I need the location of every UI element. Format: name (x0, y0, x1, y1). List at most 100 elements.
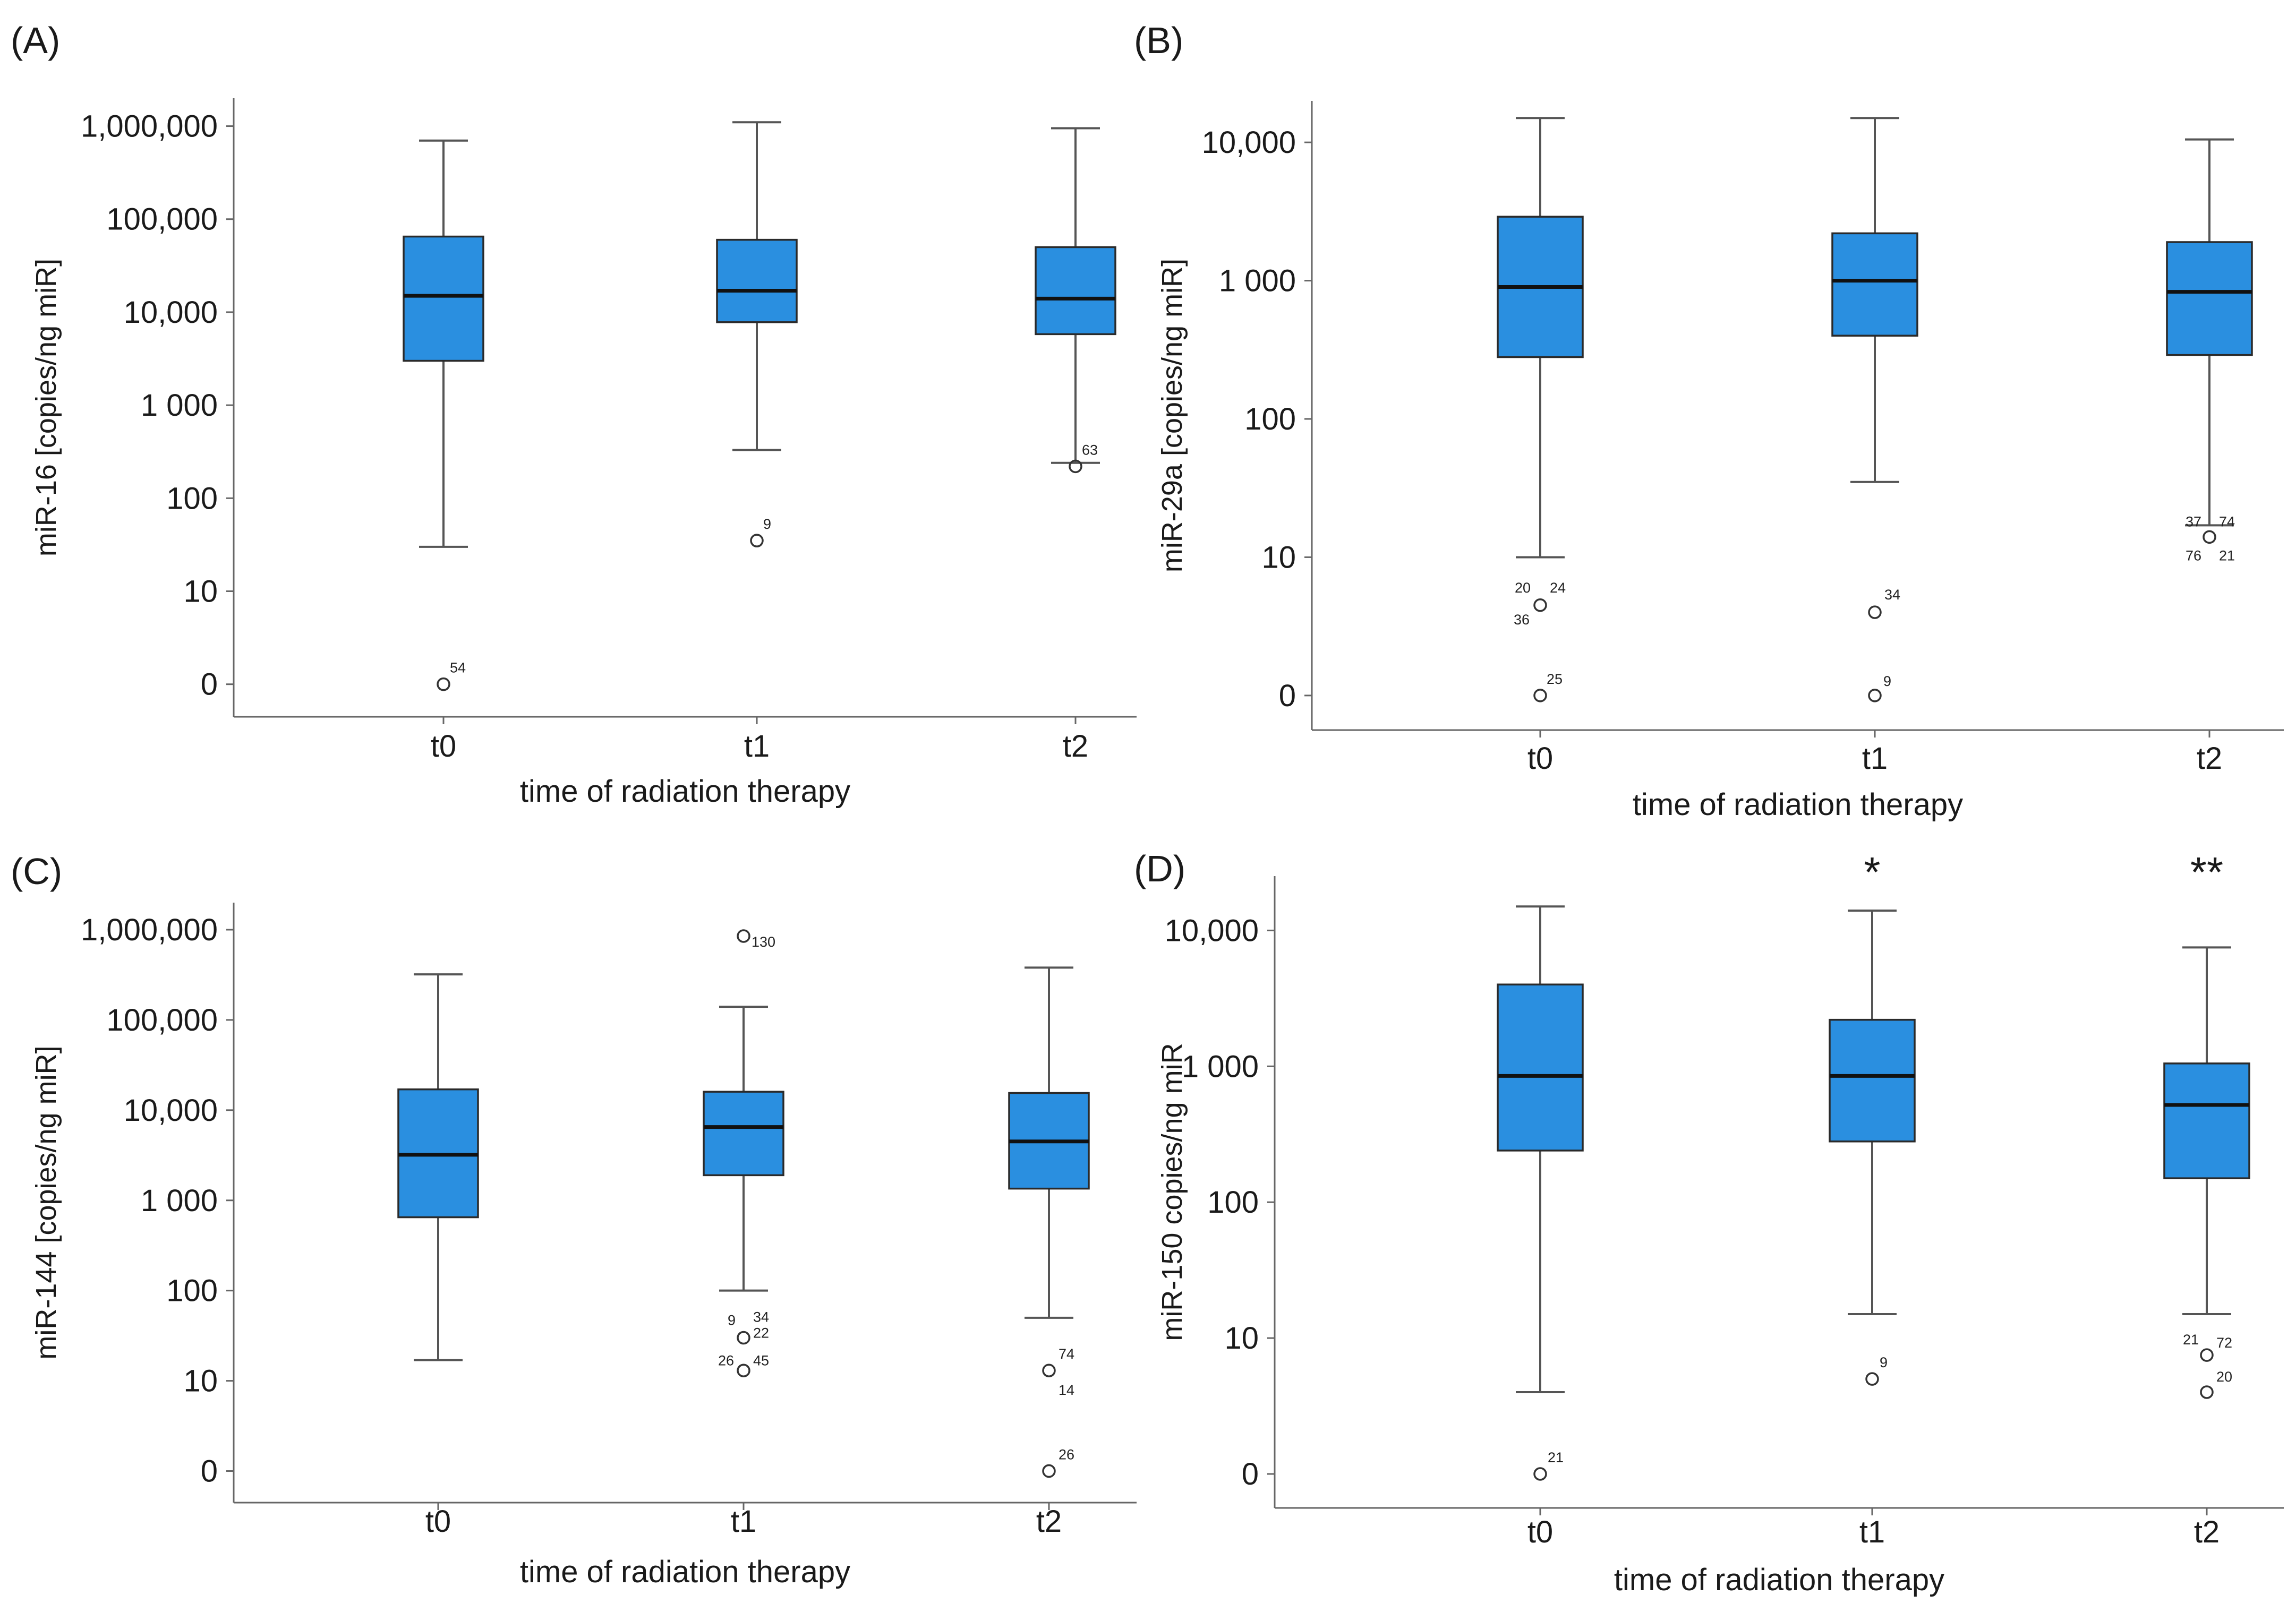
box-t2: 63 (1035, 127, 1116, 474)
iqr-box (1497, 983, 1584, 1152)
outlier-label: 34 (1884, 587, 1900, 603)
x-tick-label: t1 (744, 729, 770, 764)
outlier-point (1533, 1467, 1547, 1481)
y-tick-label: 10,000 (124, 295, 218, 330)
outlier-point (1042, 1364, 1056, 1377)
y-axis-label: miR-29a [copies/ng miR] (1156, 259, 1188, 572)
y-tick-label: 1 000 (1219, 264, 1296, 298)
outlier-label: 74 (1059, 1346, 1074, 1362)
outlier-label: 14 (1059, 1382, 1074, 1398)
y-tick-label: 10 (183, 1364, 218, 1399)
chart-panel-3: (C) 0 10 100 1 000 10,000 100,000 1,000,000 miR-… (11, 851, 1137, 1589)
outlier-label: 34 (753, 1309, 769, 1325)
y-tick-label: 0 (201, 1454, 218, 1489)
y-tick-label: 100 (166, 1274, 218, 1308)
box-t0 (397, 973, 479, 1361)
outlier-label: 54 (450, 660, 466, 676)
x-axis-label: time of radiation therapy (1633, 787, 1963, 822)
panel-letter: (D) (1134, 848, 1185, 889)
outlier-point (1868, 689, 1882, 702)
x-axis-label: time of radiation therapy (1614, 1563, 1944, 1597)
x-tick-label: t0 (1527, 741, 1553, 776)
outlier-point (1042, 1464, 1056, 1478)
y-tick-label: 100 (1244, 402, 1296, 436)
iqr-box (403, 235, 484, 362)
outlier-label: 36 (1514, 612, 1530, 628)
x-axis-label: time of radiation therapy (520, 1555, 850, 1589)
y-tick-label: 100,000 (106, 1003, 218, 1037)
iqr-box (1035, 246, 1116, 336)
y-tick-label: 10 (1261, 540, 1296, 575)
outlier-point (737, 929, 750, 943)
x-tick-label: t0 (425, 1504, 451, 1539)
outlier-label: 21 (1548, 1450, 1564, 1465)
box-t0: 54 (403, 139, 484, 691)
outlier-label: 9 (1880, 1354, 1888, 1370)
x-tick-label: t2 (1036, 1504, 1062, 1539)
outlier-label: 9 (763, 516, 771, 532)
outlier-label: 45 (753, 1353, 769, 1369)
x-tick-label: t2 (2194, 1515, 2220, 1549)
x-tick-label: t1 (1859, 1515, 1885, 1549)
box-t2: 37 74 76 21 (2166, 138, 2253, 563)
y-tick-label: 1 000 (141, 1184, 218, 1218)
y-tick-label: 100 (1207, 1185, 1259, 1220)
iqr-box (716, 238, 798, 323)
box-t1: *9 (1829, 848, 1916, 1386)
significance-marker: * (1864, 848, 1880, 896)
panel-letter: (A) (11, 20, 60, 61)
outlier-label: 76 (2186, 547, 2201, 563)
iqr-box (2166, 241, 2253, 356)
y-axis-label: miR-144 [copies/ng miR] (30, 1045, 62, 1359)
outlier-label: 21 (2183, 1332, 2199, 1348)
y-tick-label: 0 (1279, 679, 1296, 713)
y-tick-label: 10 (183, 574, 218, 608)
outlier-point (437, 677, 450, 691)
y-tick-label: 10,000 (1165, 913, 1259, 948)
outlier-label: 20 (1515, 580, 1531, 596)
outlier-point (1533, 598, 1547, 612)
y-tick-label: 100,000 (106, 202, 218, 237)
outlier-label: 22 (753, 1325, 769, 1341)
box-t0: 20 24 36 25 (1497, 117, 1584, 702)
box-t0: 21 (1497, 905, 1584, 1481)
y-tick-label: 100 (166, 481, 218, 516)
x-tick-label: t0 (431, 729, 456, 764)
outlier-label: 72 (2216, 1335, 2232, 1351)
outlier-label: 9 (1883, 673, 1891, 689)
x-axis-label: time of radiation therapy (520, 774, 850, 809)
y-tick-label: 1,000,000 (81, 109, 218, 144)
significance-marker: ** (2190, 848, 2223, 896)
chart-panel-1: (A) 0 10 100 1 000 10,000 100,000 1,000,000 miR-… (11, 20, 1137, 809)
x-tick-label: t1 (1862, 741, 1888, 776)
outlier-point (750, 534, 764, 547)
outlier-label: 21 (2219, 547, 2235, 563)
chart-panel-4: (D) 0 10 100 1 000 10,000 miR-150 copies/ng mi… (1134, 848, 2284, 1597)
box-t1: 34 9 (1831, 117, 1918, 702)
iqr-box (1831, 232, 1918, 337)
outlier-label: 63 (1082, 442, 1098, 458)
y-axis-label: miR-150 copies/ng miR (1156, 1043, 1188, 1341)
y-tick-label: 10,000 (124, 1093, 218, 1128)
y-tick-label: 1 000 (1182, 1049, 1259, 1084)
y-axis-label: miR-16 [copies/ng miR] (30, 259, 62, 556)
y-tick-label: 10 (1224, 1321, 1259, 1356)
outlier-label: 24 (1550, 580, 1566, 596)
x-tick-label: t2 (1063, 729, 1088, 764)
box-t2: ** 21 72 20 (2163, 848, 2250, 1399)
y-tick-label: 10,000 (1202, 125, 1296, 160)
outlier-point (1868, 605, 1882, 619)
panel-letter: (C) (11, 851, 62, 892)
outlier-point (1533, 689, 1547, 702)
y-tick-label: 0 (201, 667, 218, 702)
y-tick-label: 1,000,000 (81, 913, 218, 947)
iqr-box (1829, 1018, 1916, 1143)
outlier-label: 26 (718, 1353, 734, 1369)
outlier-label: 9 (728, 1313, 736, 1328)
y-tick-label: 0 (1242, 1457, 1259, 1491)
box-t1: 9 (716, 121, 798, 547)
x-tick-label: t0 (1527, 1515, 1553, 1549)
outlier-point (737, 1331, 750, 1345)
outlier-label: 20 (2216, 1369, 2232, 1385)
